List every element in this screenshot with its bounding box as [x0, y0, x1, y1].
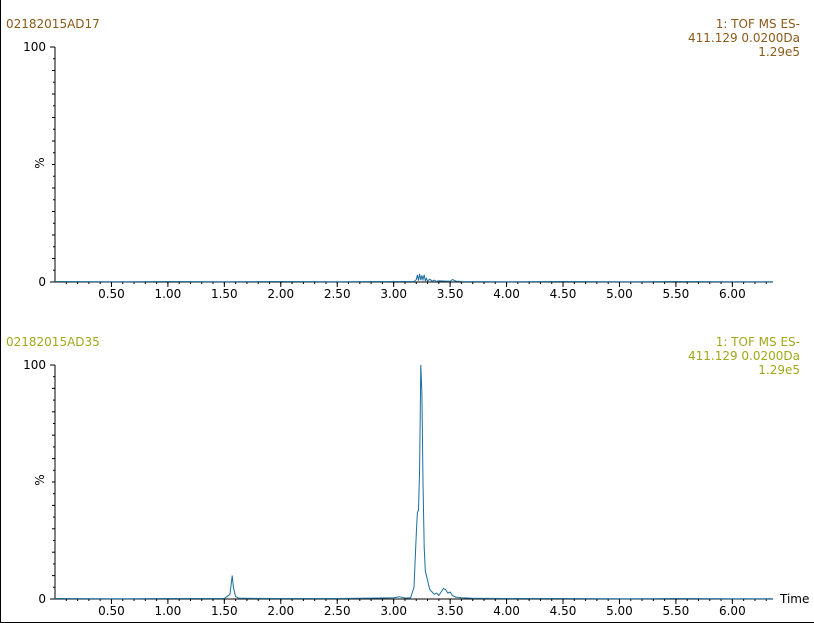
- x-tick-label: 3.00: [380, 287, 407, 301]
- x-tick-label: 5.50: [663, 604, 690, 618]
- intensity-label: 1.29e5: [758, 363, 800, 377]
- chromatogram-panel-2: 02182015AD35 1: TOF MS ES- 411.129 0.020…: [6, 335, 809, 618]
- x-tick-label: 6.00: [719, 287, 746, 301]
- x-tick-label: 2.50: [324, 287, 351, 301]
- chromatogram-panel-1: 02182015AD17 1: TOF MS ES- 411.129 0.020…: [6, 17, 800, 301]
- chromatogram-trace: [54, 273, 773, 283]
- x-tick-label: 1.00: [155, 287, 182, 301]
- function-label: 1: TOF MS ES-: [716, 17, 800, 31]
- y-tick-100: 100: [23, 358, 46, 372]
- sample-name: 02182015AD17: [6, 17, 100, 31]
- x-tick-label: 3.50: [437, 287, 464, 301]
- x-tick-label: 4.50: [550, 604, 577, 618]
- x-tick-label: 2.50: [324, 604, 351, 618]
- mass-window-label: 411.129 0.0200Da: [688, 31, 800, 45]
- x-tick-label: 5.00: [606, 604, 633, 618]
- y-axis-label: %: [33, 157, 47, 168]
- chromatogram-trace: [54, 364, 773, 600]
- x-tick-label: 3.50: [437, 604, 464, 618]
- x-tick-label: 4.50: [550, 287, 577, 301]
- x-tick-label: 5.00: [606, 287, 633, 301]
- x-tick-label: 3.00: [380, 604, 407, 618]
- function-label: 1: TOF MS ES-: [716, 335, 800, 349]
- x-tick-label: 2.00: [267, 604, 294, 618]
- x-tick-label: 4.00: [493, 604, 520, 618]
- intensity-label: 1.29e5: [758, 45, 800, 59]
- x-tick-label: 2.00: [267, 287, 294, 301]
- x-tick-label: 5.50: [663, 287, 690, 301]
- x-tick-label: 6.00: [719, 604, 746, 618]
- y-tick-100: 100: [23, 40, 46, 54]
- x-tick-label: 0.50: [98, 604, 125, 618]
- sample-name: 02182015AD35: [6, 335, 100, 349]
- y-tick-0: 0: [38, 275, 46, 289]
- x-tick-label: 1.00: [155, 604, 182, 618]
- x-tick-label: 4.00: [493, 287, 520, 301]
- y-axis-label: %: [33, 474, 47, 485]
- x-tick-label: 1.50: [211, 604, 238, 618]
- x-axis-label: Time: [779, 592, 809, 606]
- x-tick-label: 1.50: [211, 287, 238, 301]
- y-tick-0: 0: [38, 592, 46, 606]
- mass-window-label: 411.129 0.0200Da: [688, 349, 800, 363]
- x-tick-label: 0.50: [98, 287, 125, 301]
